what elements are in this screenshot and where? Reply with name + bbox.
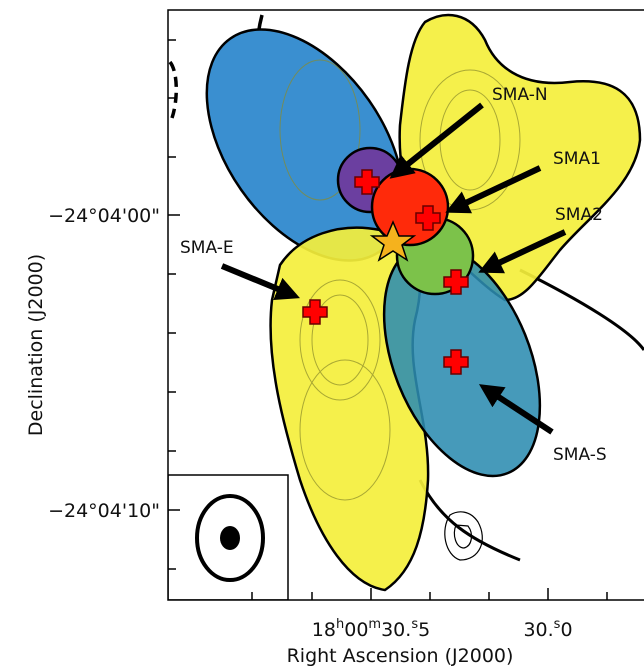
tick-part: 18 [312,619,336,641]
y-axis-label: Declination (J2000) [25,254,47,436]
source-label: SMA-E [180,238,234,258]
tick-part: 30. [381,619,411,641]
source-label: SMA2 [555,205,603,225]
tick-part: 0 [560,619,572,641]
figure: −24°04'00" −24°04'10" 18h00m30.s5 30.s0 … [0,0,644,668]
tick-part: 00 [344,619,368,641]
source-label: SMA1 [553,149,601,169]
x-tick-label: 30.s0 [523,617,572,641]
unit-superscript: h [336,617,344,632]
y-tick-label: −24°04'10" [48,500,160,522]
unit-superscript: m [368,617,381,632]
beam [220,526,240,550]
tick-part: 30. [523,619,553,641]
x-axis-label: Right Ascension (J2000) [287,645,514,667]
tick-part: 5 [418,619,430,641]
source-label: SMA-S [553,445,607,465]
source-label: SMA-N [492,85,548,105]
sma1-core [372,169,448,245]
y-tick-label: −24°04'00" [48,205,160,227]
